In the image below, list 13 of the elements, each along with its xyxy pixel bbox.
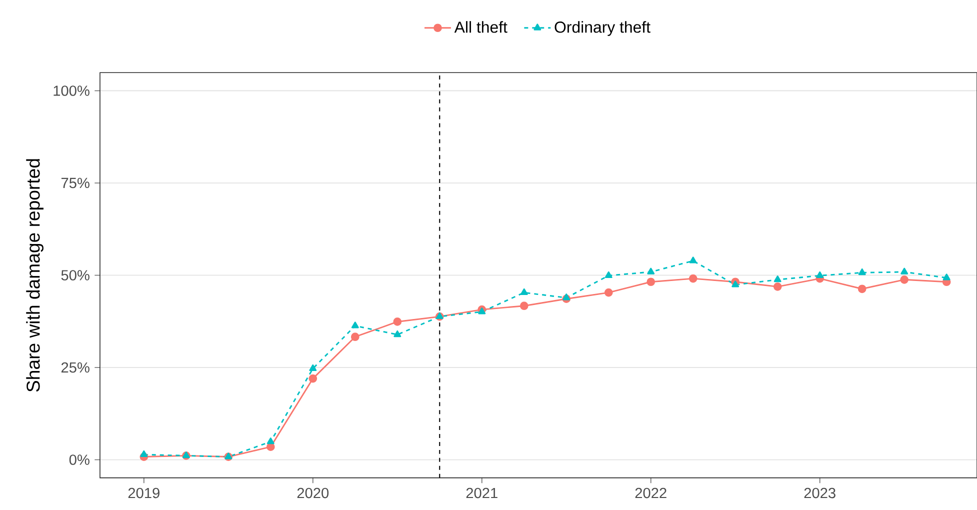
y-tick-label: 100% xyxy=(54,86,90,96)
legend-label: All theft xyxy=(454,21,508,33)
y-tick-label: 25% xyxy=(61,362,90,373)
x-tick-label: 2023 xyxy=(804,488,836,498)
legend-label: Ordinary theft xyxy=(554,21,650,36)
y-tick-label: 0% xyxy=(69,454,90,466)
x-tick-label: 2022 xyxy=(635,488,666,498)
y-axis-title: Share with damage reported xyxy=(26,159,44,392)
x-tick-label: 2019 xyxy=(128,488,160,498)
y-tick-label: 75% xyxy=(61,178,90,188)
x-tick-label: 2020 xyxy=(297,488,329,498)
y-tick-label: 50% xyxy=(61,270,90,280)
x-tick-label: 2021 xyxy=(466,488,498,498)
